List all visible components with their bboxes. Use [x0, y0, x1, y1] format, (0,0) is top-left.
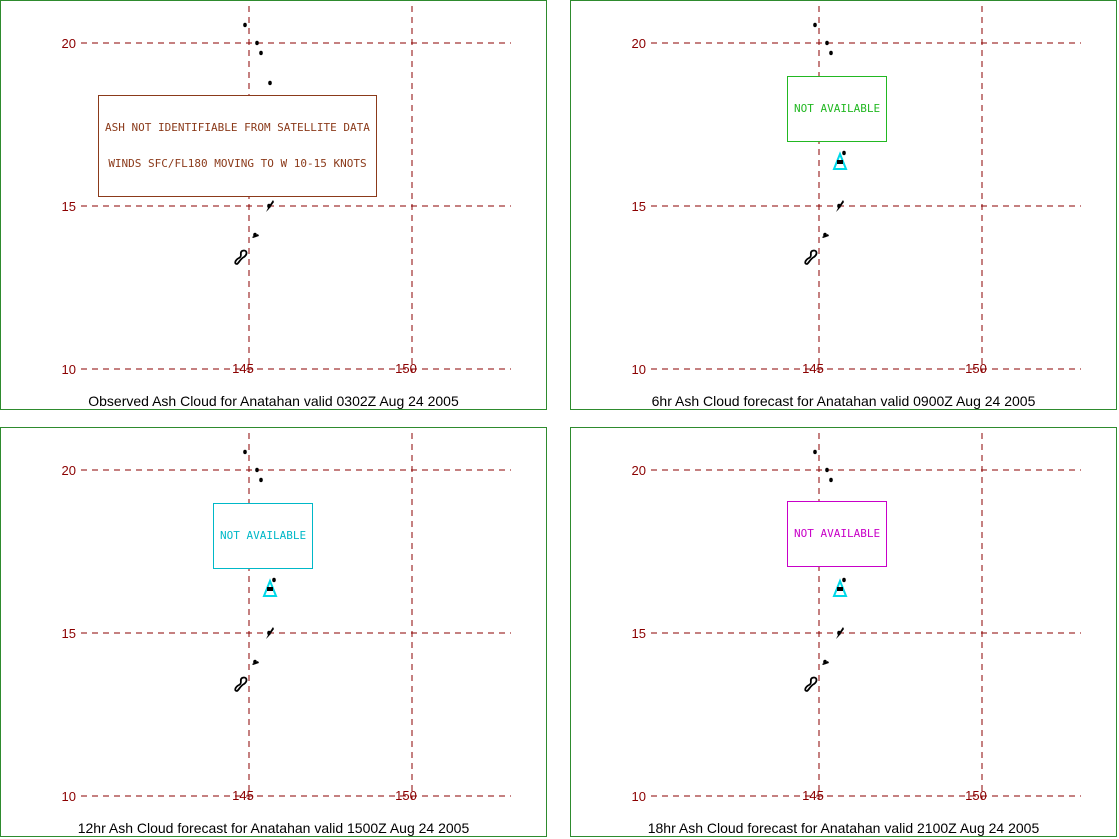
- island: [813, 22, 817, 28]
- island: [825, 40, 829, 46]
- lon-label: 145: [232, 361, 254, 376]
- island: [266, 627, 274, 639]
- lon-label: 145: [802, 788, 824, 803]
- guam-island: [804, 676, 818, 692]
- map-canvas: 20 15 10 145 150: [632, 6, 1081, 377]
- graticule: 20 15 10 145 150: [62, 433, 511, 804]
- island: [255, 40, 259, 46]
- lat-label: 10: [632, 362, 646, 377]
- lon-label: 150: [965, 361, 987, 376]
- island: [842, 150, 846, 156]
- island: [252, 234, 259, 238]
- map-canvas: 20 15 10 145 150: [632, 433, 1081, 804]
- islands: [804, 22, 849, 265]
- guam-island: [234, 676, 248, 692]
- guam-island: [804, 249, 818, 265]
- map-panel-12hr: 20 15 10 145 150 NOT AVAILABLE 12hr Ash Clou…: [0, 427, 547, 837]
- notice-line-1: NOT AVAILABLE: [794, 527, 881, 540]
- panel-caption: 12hr Ash Cloud forecast for Anatahan val…: [77, 820, 470, 836]
- lon-label: 150: [395, 788, 417, 803]
- guam-island: [234, 249, 248, 265]
- panel-caption: 6hr Ash Cloud forecast for Anatahan vali…: [651, 393, 1036, 409]
- not-available-notice: NOT AVAILABLE: [213, 503, 314, 569]
- island: [825, 467, 829, 473]
- graticule: 20 15 10 145 150: [62, 6, 511, 377]
- lat-label: 10: [632, 789, 646, 804]
- not-available-notice: NOT AVAILABLE: [787, 501, 888, 567]
- lon-label: 145: [232, 788, 254, 803]
- ash-notice: ASH NOT IDENTIFIABLE FROM SATELLITE DATA…: [98, 95, 377, 197]
- island: [243, 22, 247, 28]
- panel-caption: 18hr Ash Cloud forecast for Anatahan val…: [647, 820, 1040, 836]
- lat-label: 10: [62, 362, 76, 377]
- notice-line-1: NOT AVAILABLE: [220, 529, 307, 542]
- graticule: 20 15 10 145 150: [632, 6, 1081, 377]
- island: [829, 477, 833, 483]
- map-canvas: 20 15 10 145 150: [62, 433, 511, 804]
- lat-label: 15: [62, 199, 76, 214]
- not-available-notice: NOT AVAILABLE: [787, 76, 888, 142]
- island: [266, 200, 274, 212]
- island: [813, 449, 817, 455]
- volcano-icon: [832, 578, 848, 597]
- islands: [234, 449, 279, 692]
- island: [842, 577, 846, 583]
- island: [829, 50, 833, 56]
- map-panel-18hr: 20 15 10 145 150 NOT AVAILABLE 18hr Ash Clou…: [570, 427, 1117, 837]
- notice-line-1: NOT AVAILABLE: [794, 102, 881, 115]
- volcano-icon: [832, 151, 848, 170]
- lon-label: 150: [395, 361, 417, 376]
- volcano-icon: [262, 578, 278, 597]
- map-panel-6hr: 20 15 10 145 150 NOT AVAILABLE 6hr Ash Cloud…: [570, 0, 1117, 410]
- lon-label: 150: [965, 788, 987, 803]
- island: [252, 661, 259, 665]
- lat-label: 15: [62, 626, 76, 641]
- graticule: 20 15 10 145 150: [632, 433, 1081, 804]
- island: [836, 627, 844, 639]
- lat-label: 15: [632, 199, 646, 214]
- island: [268, 80, 272, 86]
- lon-label: 145: [802, 361, 824, 376]
- island: [822, 234, 829, 238]
- lat-label: 20: [632, 36, 646, 51]
- island: [259, 50, 263, 56]
- lat-label: 20: [632, 463, 646, 478]
- lat-label: 20: [62, 36, 76, 51]
- lat-label: 15: [632, 626, 646, 641]
- island: [836, 200, 844, 212]
- island: [272, 577, 276, 583]
- lat-label: 20: [62, 463, 76, 478]
- island: [822, 661, 829, 665]
- islands: [804, 449, 849, 692]
- map-canvas: 20 15 10 145 150: [62, 6, 511, 377]
- lat-label: 10: [62, 789, 76, 804]
- island: [259, 477, 263, 483]
- notice-line-2: WINDS SFC/FL180 MOVING TO W 10-15 KNOTS: [108, 157, 367, 170]
- island: [243, 449, 247, 455]
- island: [255, 467, 259, 473]
- panel-caption: Observed Ash Cloud for Anatahan valid 03…: [88, 393, 459, 409]
- notice-line-1: ASH NOT IDENTIFIABLE FROM SATELLITE DATA: [105, 121, 370, 134]
- map-panel-observed: 20 15 10 145 150 ASH NOT IDENTIFIABLE FROM S…: [0, 0, 547, 410]
